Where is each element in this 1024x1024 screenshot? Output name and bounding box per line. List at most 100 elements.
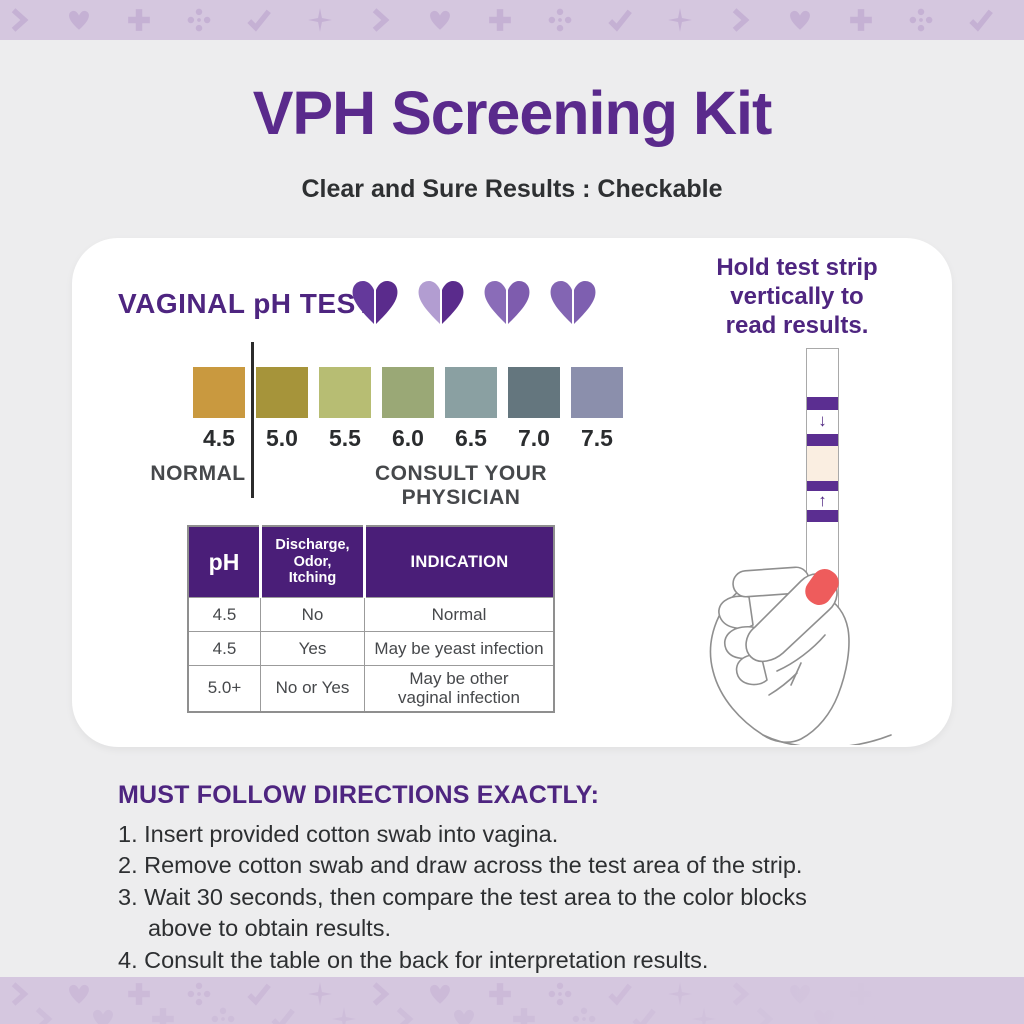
table-cell: May be yeast infection: [364, 631, 555, 666]
table-header-cell: INDICATION: [363, 526, 554, 598]
swatch-label: 4.5: [203, 425, 235, 451]
table-cell: No or Yes: [260, 665, 365, 712]
test-title: VAGINAL pH TEST: [118, 288, 374, 319]
chevron-pattern-icon: [6, 7, 32, 33]
ph-swatch-7.0: 7.0: [508, 367, 560, 452]
table-header: pH Discharge, Odor, Itching INDICATION: [188, 526, 554, 598]
heart-pattern-icon: [90, 1006, 116, 1024]
normal-label: NORMAL: [150, 462, 246, 485]
table-cell: 4.5: [187, 631, 261, 666]
consult-physician-label: CONSULT YOUR PHYSICIAN: [374, 462, 548, 509]
check-pattern-icon: [246, 981, 272, 1007]
heart-icon-3: [484, 281, 530, 324]
palm-crease: [776, 634, 826, 672]
color-swatch: [571, 367, 623, 418]
strip-test-area: [807, 446, 838, 481]
table-row: 5.0+ No or Yes May be other vaginal infect…: [187, 665, 555, 712]
ph-swatch-6.0: 6.0: [382, 367, 434, 452]
chevron-pattern-icon: [367, 981, 393, 1007]
heart-pattern-icon: [451, 1006, 477, 1024]
info-card: VAGINAL pH TEST 4.5 5.0 5.5 6.0 6.5 7.0 7.5 NO…: [72, 238, 952, 747]
check-pattern-icon: [270, 1006, 296, 1024]
arrow-up-icon: ↑: [818, 491, 827, 510]
dots-pattern-icon: [547, 7, 573, 33]
cross-pattern-icon: [487, 981, 513, 1007]
palm-crease: [790, 662, 802, 686]
finger-curl: [718, 595, 754, 630]
color-swatch: [508, 367, 560, 418]
strip-instruction-note: Hold test strip vertically to read resul…: [716, 254, 878, 339]
heart-icon-1: [352, 281, 398, 324]
table-cell: No: [260, 597, 365, 632]
dots-pattern-icon: [186, 981, 212, 1007]
color-swatch: [256, 367, 308, 418]
star-pattern-icon: [667, 7, 693, 33]
ph-swatch-5.0: 5.0: [256, 367, 308, 452]
heart-pattern-icon: [66, 7, 92, 33]
chevron-pattern-icon: [367, 7, 393, 33]
check-pattern-icon: [246, 7, 272, 33]
chevron-pattern-icon: [6, 981, 32, 1007]
star-pattern-icon: [307, 7, 333, 33]
ph-swatch-4.5: 4.5: [193, 367, 245, 452]
scale-divider-line: [251, 342, 254, 498]
strip-band: [807, 397, 838, 410]
chevron-pattern-icon: [391, 1006, 417, 1024]
table-header-cell: Discharge, Odor, Itching: [259, 526, 365, 598]
thumb-nail: [805, 569, 839, 605]
directions-heading: MUST FOLLOW DIRECTIONS EXACTLY:: [118, 781, 600, 809]
strip-band: [807, 510, 838, 522]
directions-steps: 1. Insert provided cotton swab into vagi…: [118, 819, 920, 976]
cross-pattern-icon: [511, 1006, 537, 1024]
wrist-line: [762, 734, 892, 745]
table-cell: Normal: [364, 597, 555, 632]
table-row: 4.5 No Normal: [187, 597, 555, 632]
table-header-cell: pH: [188, 526, 261, 598]
top-border-pattern: [0, 0, 1024, 40]
cross-pattern-icon: [126, 981, 152, 1007]
heart-pattern-icon: [66, 981, 92, 1007]
color-swatch: [193, 367, 245, 418]
swatch-label: 5.0: [266, 425, 298, 451]
pattern-icon-row: [0, 7, 1024, 33]
chevron-pattern-icon: [727, 7, 753, 33]
interpretation-table: pH Discharge, Odor, Itching INDICATION 4.5…: [187, 525, 555, 713]
star-pattern-icon: [331, 1006, 357, 1024]
table-cell: Yes: [260, 631, 365, 666]
direction-step: 4. Consult the table on the back for int…: [118, 946, 709, 973]
arrow-down-icon: ↓: [818, 411, 827, 430]
bottom-border-pattern: [0, 977, 1024, 1024]
strip-band: [807, 434, 838, 446]
heart-icon-2: [418, 281, 464, 324]
swatch-label: 5.5: [329, 425, 361, 451]
star-pattern-icon: [307, 981, 333, 1007]
cross-pattern-icon: [848, 7, 874, 33]
table-row: 4.5 Yes May be yeast infection: [187, 631, 555, 666]
ph-swatch-6.5: 6.5: [445, 367, 497, 452]
table-cell: May be other vaginal infection: [364, 665, 555, 712]
swatch-label: 7.5: [581, 425, 613, 451]
direction-step: 3. Wait 30 seconds, then compare the tes…: [118, 883, 807, 942]
hearts-logo: [350, 278, 598, 328]
direction-step: 1. Insert provided cotton swab into vagi…: [118, 821, 559, 847]
strip-band: [807, 481, 838, 491]
heart-pattern-icon: [427, 981, 453, 1007]
hand-illustration: [709, 566, 892, 745]
color-swatch: [445, 367, 497, 418]
heart-pattern-icon: [427, 7, 453, 33]
cross-pattern-icon: [126, 7, 152, 33]
swatch-label: 7.0: [518, 425, 550, 451]
color-swatch: [382, 367, 434, 418]
dots-pattern-icon: [210, 1006, 236, 1024]
directions-section: MUST FOLLOW DIRECTIONS EXACTLY: 1. Inser…: [118, 781, 920, 976]
page-title: VPH Screening Kit: [252, 79, 773, 147]
dots-pattern-icon: [186, 7, 212, 33]
color-swatch: [319, 367, 371, 418]
check-pattern-icon: [607, 7, 633, 33]
table-cell: 4.5: [187, 597, 261, 632]
heart-icon-4: [550, 281, 596, 324]
swatch-label: 6.5: [455, 425, 487, 451]
ph-color-scale: 4.5 5.0 5.5 6.0 6.5 7.0 7.5: [193, 367, 623, 452]
table-cell: 5.0+: [187, 665, 261, 712]
ph-swatch-7.5: 7.5: [571, 367, 623, 452]
